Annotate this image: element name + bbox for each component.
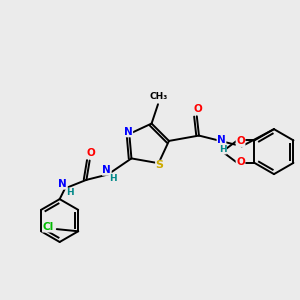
Text: H: H xyxy=(67,188,74,197)
Text: N: N xyxy=(58,179,67,189)
Text: N: N xyxy=(217,135,226,145)
Text: Cl: Cl xyxy=(43,222,54,232)
Text: O: O xyxy=(236,157,245,167)
Text: O: O xyxy=(236,136,245,146)
Text: H: H xyxy=(110,174,117,183)
Text: N: N xyxy=(102,165,111,175)
Text: CH₃: CH₃ xyxy=(150,92,168,101)
Text: O: O xyxy=(86,148,95,158)
Text: S: S xyxy=(156,160,164,170)
Text: H: H xyxy=(219,145,226,154)
Text: N: N xyxy=(124,127,133,137)
Text: O: O xyxy=(194,104,202,114)
